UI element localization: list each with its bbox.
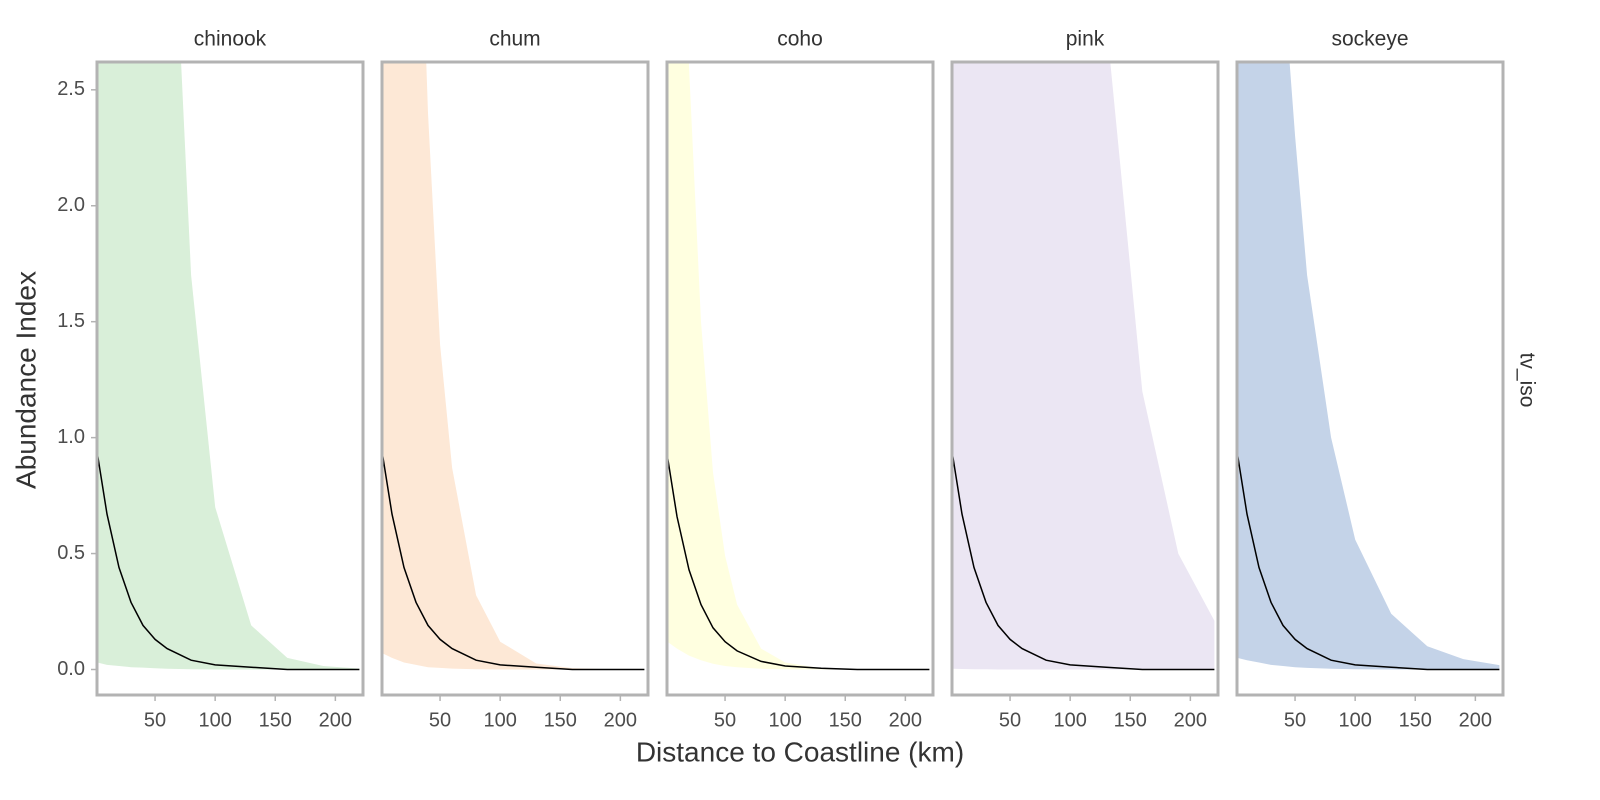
mean-line — [382, 453, 645, 671]
y-tick-label: 2.5 — [57, 78, 85, 100]
y-tick-label: 1.0 — [57, 426, 85, 448]
x-tick-label: 50 — [1284, 709, 1306, 731]
facet-title: pink — [1066, 28, 1105, 51]
y-tick-label: 0.0 — [57, 658, 85, 680]
x-tick-label: 100 — [768, 709, 801, 731]
confidence-band — [667, 62, 930, 670]
y-axis-title: Abundance Index — [10, 271, 41, 489]
panel-border — [1235, 60, 1505, 697]
x-tick-label: 150 — [829, 709, 862, 731]
x-axis-title: Distance to Coastline (km) — [636, 736, 964, 767]
x-tick-label: 50 — [429, 709, 451, 731]
y-tick-label: 0.5 — [57, 542, 85, 564]
x-tick-label: 100 — [1053, 709, 1086, 731]
x-tick-label: 50 — [714, 709, 736, 731]
confidence-band — [97, 62, 360, 670]
facet-title: chum — [489, 28, 540, 51]
facet-title: coho — [777, 28, 823, 51]
panel — [97, 62, 360, 671]
panel-border — [95, 60, 365, 697]
y-tick-label: 1.5 — [57, 310, 85, 332]
x-tick-label: 200 — [1174, 709, 1207, 731]
x-tick-label: 200 — [319, 709, 352, 731]
facet-title: sockeye — [1331, 28, 1408, 51]
confidence-band — [1237, 62, 1500, 670]
confidence-band — [952, 62, 1215, 670]
x-tick-label: 200 — [604, 709, 637, 731]
x-tick-label: 150 — [259, 709, 292, 731]
confidence-band — [382, 62, 645, 670]
panel — [1237, 62, 1500, 671]
panel-border — [665, 60, 935, 697]
facet-title: chinook — [194, 28, 267, 51]
x-tick-label: 100 — [483, 709, 516, 731]
panel — [382, 62, 645, 671]
x-tick-label: 200 — [1459, 709, 1492, 731]
panel-border — [380, 60, 650, 697]
mean-line — [667, 456, 930, 671]
x-tick-label: 50 — [999, 709, 1021, 731]
x-tick-label: 150 — [544, 709, 577, 731]
y-tick-label: 2.0 — [57, 194, 85, 216]
panel — [952, 62, 1215, 671]
x-tick-label: 150 — [1114, 709, 1147, 731]
x-tick-label: 100 — [198, 709, 231, 731]
x-tick-label: 150 — [1399, 709, 1432, 731]
panel-border — [950, 60, 1220, 697]
mean-line — [97, 453, 360, 671]
panel — [667, 62, 930, 671]
mean-line — [952, 453, 1215, 671]
x-tick-label: 100 — [1338, 709, 1371, 731]
mean-line — [1237, 453, 1500, 671]
x-tick-label: 50 — [144, 709, 166, 731]
facet-strip-label: tv_iso — [1515, 353, 1538, 408]
x-tick-label: 200 — [889, 709, 922, 731]
